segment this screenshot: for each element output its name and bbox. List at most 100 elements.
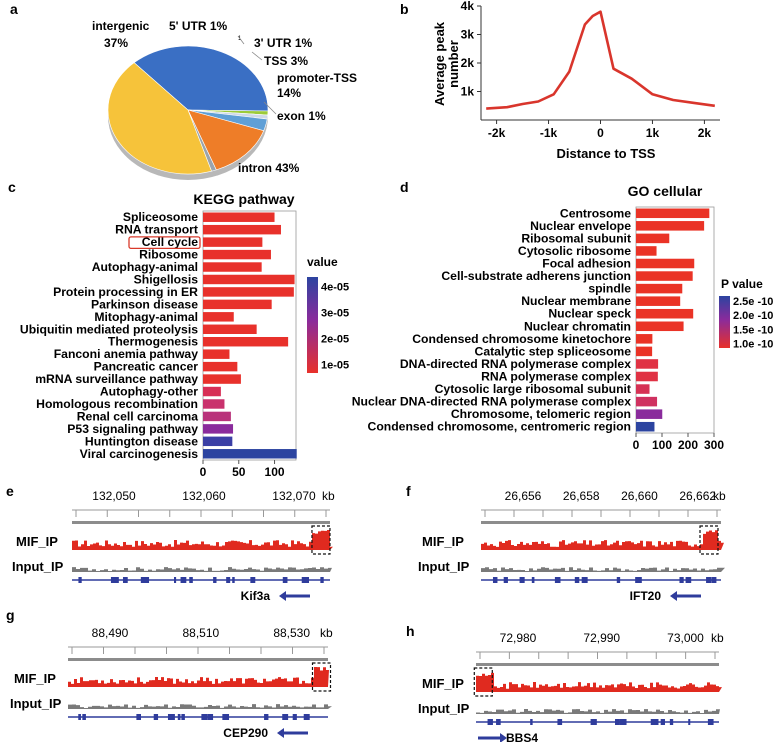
line-x-tick-label: 1k — [646, 126, 660, 140]
kegg-category-label: Autophagy-animal — [92, 260, 198, 274]
kegg-legend-tick: 1e-05 — [321, 359, 349, 371]
track-exon — [707, 719, 714, 725]
kegg-category-label: Homologous recombination — [36, 397, 198, 411]
pie-slice-intergenic — [133, 45, 269, 112]
track-exon — [706, 577, 712, 583]
track-gene-name: BBS4 — [506, 731, 538, 742]
track-exon — [531, 577, 535, 583]
track-exon — [656, 719, 659, 725]
track-exon — [232, 577, 235, 583]
track-exon — [136, 714, 141, 720]
kegg-bar — [203, 449, 297, 459]
go-bar — [636, 308, 694, 319]
kegg-legend-tick: 4e-05 — [321, 282, 349, 294]
pie-slice-promoter-tss — [187, 109, 265, 171]
kegg-category-label: Ribosome — [139, 248, 198, 262]
go-category-label: Centrosome — [560, 206, 631, 220]
kegg-colorbar — [307, 277, 318, 373]
track-exon — [174, 577, 177, 583]
go-category-label: Nuclear envelope — [530, 219, 631, 233]
track-exon — [669, 719, 674, 725]
track-peak-box — [311, 662, 332, 692]
kegg-legend-tick: 3e-05 — [321, 308, 349, 320]
go-category-label: Condensed chromosome kinetochore — [412, 332, 631, 346]
go-plot-frame — [635, 206, 715, 434]
go-bar — [636, 258, 695, 269]
kegg-bar — [203, 312, 234, 322]
track-coordinate-label: 26,656 — [505, 489, 542, 503]
go-category-label: RNA polymerase complex — [481, 370, 631, 384]
track-coordinate-label: 73,000 — [667, 631, 704, 645]
track-exon — [503, 577, 508, 583]
track-exon — [189, 577, 193, 583]
kegg-category-label: Thermogenesis — [108, 335, 198, 349]
go-bar — [636, 421, 655, 432]
go-category-label: Chromosome, telomeric region — [451, 407, 631, 421]
track-exon — [169, 714, 175, 720]
panel-label-g: g — [6, 607, 15, 623]
strand-arrow-head-icon — [670, 591, 677, 601]
pie-label-exon: exon 1% — [277, 109, 326, 123]
go-bar — [636, 396, 658, 407]
go-legend-tick: 1.0e -10 — [733, 338, 773, 350]
track-coordinate-label: 72,980 — [500, 631, 537, 645]
track-exon — [122, 577, 128, 583]
track-exon — [301, 577, 306, 583]
track-mif-signal — [72, 530, 333, 550]
track-exon — [637, 577, 640, 583]
kegg-bar — [203, 324, 257, 335]
kegg-category-label: Protein processing in ER — [53, 285, 198, 299]
track-exon — [222, 714, 228, 720]
track-exon — [177, 714, 181, 720]
kegg-bar — [203, 374, 241, 384]
go-bar — [636, 246, 657, 256]
go-category-label: Nuclear speck — [548, 307, 631, 321]
go-category-label: Ribosomal subunit — [521, 231, 631, 245]
go-category-label: DNA-directed RNA polymerase complex — [400, 357, 631, 371]
track-exon — [110, 577, 116, 583]
pie-label-5utr: 5' UTR 1% — [169, 19, 228, 33]
kegg-category-label: RNA transport — [115, 223, 198, 237]
track-gene-name: IFT20 — [630, 589, 662, 603]
track-exon — [555, 577, 559, 583]
track-label-mif: MIF_IP — [422, 676, 464, 691]
kegg-bar — [203, 411, 231, 422]
go-category-label: Cell-substrate adherens junction — [441, 269, 631, 283]
track-exon — [615, 719, 620, 725]
track-exon — [78, 714, 81, 720]
track-label-mif: MIF_IP — [14, 671, 56, 686]
go-legend: 2.5e -10 2.0e -10 1.5e -10 1.0e -10 — [719, 296, 773, 350]
track-exon — [320, 577, 324, 583]
go-category-label: Cytosolic large ribosomal subunit — [435, 382, 631, 396]
kegg-bar — [203, 386, 221, 397]
go-bar — [636, 221, 705, 231]
track-exon — [304, 577, 310, 583]
track-coordinate-label: 88,530 — [273, 626, 310, 640]
track-exon — [180, 577, 187, 583]
track-peak-box — [311, 525, 331, 555]
track-exon — [530, 719, 533, 725]
go-x-tick-label: 0 — [633, 438, 640, 452]
kegg-category-label: Fanconi anemia pathway — [54, 347, 198, 361]
track-panel-g: 88,490 88,510 88,530 kb MIF_IP Input_IP CEP290 — [10, 626, 333, 740]
track-exon — [660, 719, 665, 725]
kegg-category-label: Shigellosis — [134, 272, 199, 286]
kegg-bar — [203, 299, 272, 310]
genome-tracks: e f g h 132,050 132,060 132,070 kb MIF_IP Inp… — [6, 483, 726, 742]
kegg-legend-tick: 2e-05 — [321, 333, 349, 345]
track-exon — [496, 719, 501, 725]
track-coordinate-label: 26,662 — [679, 489, 716, 503]
go-bar — [636, 271, 693, 281]
track-unit-label: kb — [713, 489, 726, 503]
go-category-label: Cytosolic ribosome — [518, 244, 631, 258]
kegg-category-label: Mitophagy-animal — [94, 310, 198, 324]
track-mif-signal — [481, 530, 724, 550]
pie-label-3utr: 3' UTR 1% — [254, 36, 313, 50]
track-gene-name: CEP290 — [223, 726, 268, 740]
track-exon — [207, 714, 213, 720]
kegg-x-tick-label: 100 — [265, 465, 285, 479]
track-coordinate-label: 132,070 — [272, 489, 316, 503]
